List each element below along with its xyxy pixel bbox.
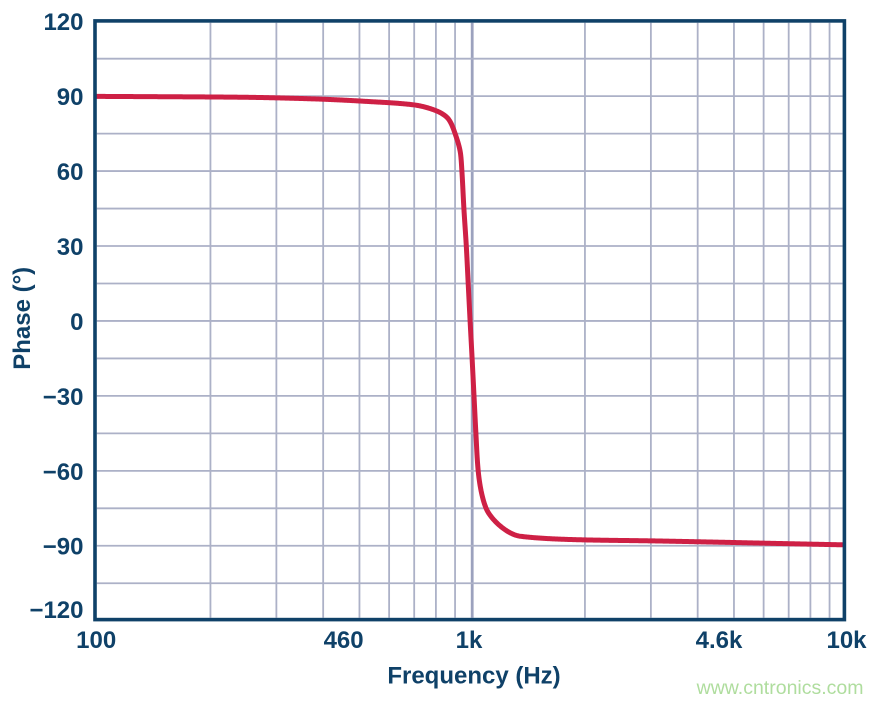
svg-text:1k: 1k [456,627,483,654]
svg-text:30: 30 [57,234,84,261]
svg-text:4.6k: 4.6k [696,627,743,654]
svg-text:0: 0 [70,309,83,336]
svg-text:−30: −30 [43,384,84,411]
svg-text:−120: −120 [29,597,83,624]
svg-text:100: 100 [76,627,116,654]
svg-text:460: 460 [324,627,364,654]
svg-text:60: 60 [57,159,84,186]
svg-text:−90: −90 [43,534,84,561]
svg-text:www.cntronics.com: www.cntronics.com [696,677,864,699]
svg-text:−60: −60 [43,459,84,486]
svg-text:Frequency (Hz): Frequency (Hz) [387,662,560,689]
svg-text:90: 90 [57,84,84,111]
svg-text:10k: 10k [826,627,867,654]
svg-text:120: 120 [43,9,83,36]
svg-text:Phase (°): Phase (°) [9,267,36,370]
